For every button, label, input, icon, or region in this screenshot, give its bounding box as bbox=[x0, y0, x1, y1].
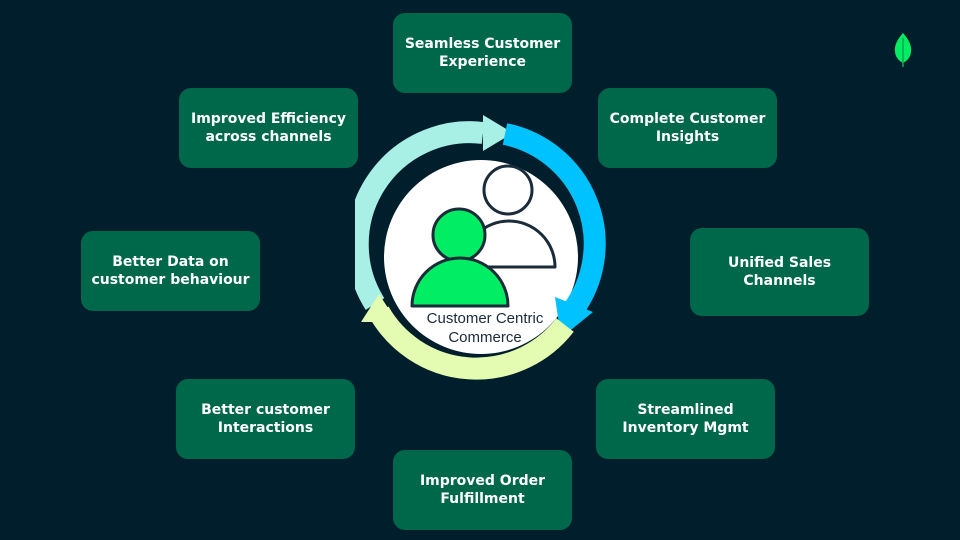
circular-arrow-top-icon bbox=[355, 115, 513, 310]
benefit-text-line1: Unified Sales bbox=[727, 255, 832, 271]
benefit-improved-efficiency: Improved Efficiency across channels bbox=[179, 88, 358, 168]
benefit-complete-customer-insights: Complete Customer Insights bbox=[598, 88, 777, 168]
benefit-text-line2: customer behaviour bbox=[91, 272, 250, 288]
benefit-streamlined-inventory: Streamlined Inventory Mgmt bbox=[596, 379, 775, 459]
leaf-logo-icon bbox=[894, 33, 912, 67]
center-label-line1: Customer Centric bbox=[426, 310, 544, 327]
benefit-text-line2: Experience bbox=[438, 54, 527, 70]
benefit-text-line2: Inventory Mgmt bbox=[622, 420, 749, 436]
benefit-unified-sales-channels: Unified Sales Channels bbox=[690, 228, 869, 316]
benefit-seamless-customer-experience: Seamless Customer Experience bbox=[393, 13, 572, 93]
person-front-icon bbox=[410, 207, 510, 308]
center-label-line2: Commerce bbox=[448, 329, 522, 346]
center-label: Customer Centric Commerce bbox=[395, 309, 575, 347]
benefit-text-line2: across channels bbox=[205, 129, 332, 145]
benefit-text-line1: Better customer bbox=[201, 402, 330, 418]
circular-arrow-bottom-icon bbox=[361, 294, 574, 380]
customer-centric-cycle bbox=[355, 115, 606, 380]
benefit-text-line2: Interactions bbox=[217, 420, 314, 436]
benefit-text-line2: Insights bbox=[655, 129, 720, 145]
benefit-text-line1: Improved Order bbox=[419, 473, 546, 489]
benefit-improved-order-fulfillment: Improved Order Fulfillment bbox=[393, 450, 572, 530]
benefit-text-line1: Improved Efficiency bbox=[190, 111, 347, 127]
benefit-text-line2: Channels bbox=[743, 273, 816, 289]
benefit-better-data: Better Data on customer behaviour bbox=[81, 231, 260, 311]
benefit-better-customer-interactions: Better customer Interactions bbox=[176, 379, 355, 459]
benefit-text-line1: Seamless Customer bbox=[404, 36, 561, 52]
benefit-text-line1: Streamlined bbox=[637, 402, 734, 418]
benefit-text-line1: Complete Customer bbox=[609, 111, 766, 127]
benefit-text-line1: Better Data on bbox=[112, 254, 229, 270]
benefit-text-line2: Fulfillment bbox=[440, 491, 525, 507]
